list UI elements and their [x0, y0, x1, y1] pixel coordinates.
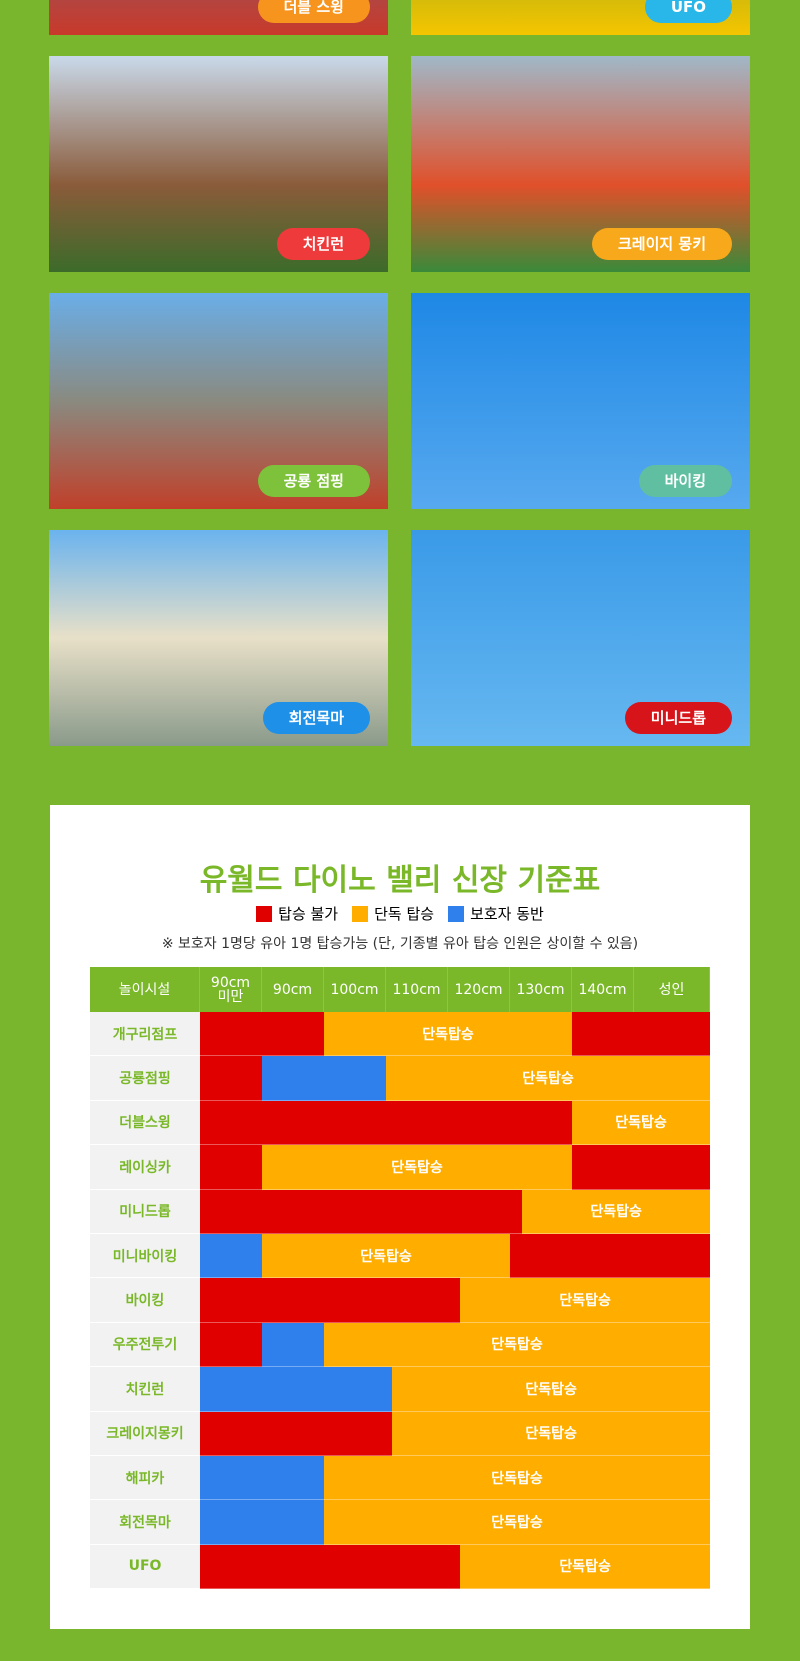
segment-label: 단독탑승 [559, 1293, 611, 1310]
legend-label: 단독 탑승 [374, 905, 435, 923]
height-segment [200, 1278, 461, 1323]
height-segment: 단독탑승 [386, 1056, 710, 1101]
height-segment: 단독탑승 [324, 1456, 710, 1501]
segment-label: 단독탑승 [522, 1071, 574, 1088]
segment-label: 단독탑승 [525, 1381, 577, 1398]
segment-label: 단독탑승 [491, 1470, 543, 1487]
height-segment [200, 1100, 572, 1146]
height-segment [200, 1544, 461, 1590]
height-segment: 단독탑승 [324, 1322, 710, 1368]
header-cell: 110cm [386, 967, 448, 1012]
photo: 미니드롭 [411, 530, 750, 746]
header-cell: 120cm [448, 967, 510, 1012]
segment-label: 단독탑승 [615, 1115, 667, 1132]
ride-name: 더블스윙 [90, 1100, 200, 1146]
photo: 공룡 점핑 [49, 293, 388, 509]
height-segment [572, 1012, 710, 1057]
photo: UFO [411, 0, 750, 35]
legend: 탑승 불가 단독 탑승 보호자 동반 [50, 903, 750, 924]
photo: 회전목마 [49, 530, 388, 746]
ride-name: 미니드롭 [90, 1189, 200, 1234]
height-segment [200, 1411, 393, 1456]
header-cell: 140cm [572, 967, 634, 1012]
height-segment: 단독탑승 [392, 1367, 710, 1412]
height-segment [200, 1234, 262, 1279]
header-cell: 성인 [634, 967, 710, 1012]
ride-name: 바이킹 [90, 1278, 200, 1323]
height-table: 놀이시설 90cm 미만 90cm 100cm 110cm 120cm 130cm 140cm… [90, 967, 710, 1590]
photo: 바이킹 [411, 293, 750, 509]
height-segment: 단독탑승 [522, 1189, 710, 1234]
ride-name: 크레이지몽키 [90, 1411, 200, 1456]
height-chart-card: 유월드 다이노 밸리 신장 기준표 탑승 불가 단독 탑승 보호자 동반 ※ 보호자… [50, 805, 750, 1629]
height-segment [510, 1234, 710, 1279]
segment-label: 단독탑승 [525, 1426, 577, 1443]
legend-item: 탑승 불가 [256, 903, 338, 924]
legend-label: 보호자 동반 [470, 905, 544, 923]
photo-label: 크레이지 몽키 [591, 228, 732, 260]
note: ※ 보호자 1명당 유아 1명 탑승가능 (단, 기종별 유아 탑승 인원은 상… [161, 936, 639, 952]
ride-name: 미니바이킹 [90, 1234, 200, 1279]
ride-name: UFO [90, 1544, 200, 1590]
legend-swatch [448, 905, 465, 922]
photo-label: UFO [644, 0, 732, 23]
ride-name: 회전목마 [90, 1500, 200, 1545]
height-segment: 단독탑승 [262, 1145, 572, 1190]
photo: 더블 스윙 [49, 0, 388, 35]
ride-name: 우주전투기 [90, 1322, 200, 1368]
height-segment [200, 1189, 523, 1234]
legend-label: 탑승 불가 [278, 905, 339, 923]
ride-name: 해피카 [90, 1456, 200, 1501]
photo-label: 미니드롭 [624, 702, 732, 734]
height-segment: 단독탑승 [324, 1500, 710, 1545]
photo-label: 회전목마 [262, 702, 370, 734]
header-cell: 100cm [324, 967, 386, 1012]
photo-label: 더블 스윙 [257, 0, 370, 23]
height-segment [200, 1056, 262, 1101]
height-segment: 단독탑승 [460, 1278, 710, 1323]
height-segment: 단독탑승 [572, 1100, 710, 1146]
segment-label: 단독탑승 [491, 1337, 543, 1354]
legend-swatch [352, 905, 369, 922]
ride-name: 공룡점핑 [90, 1056, 200, 1101]
segment-label: 단독탑승 [422, 1026, 474, 1043]
header-cell: 90cm [262, 967, 324, 1012]
height-segment: 단독탑승 [392, 1411, 710, 1456]
photo-label: 바이킹 [638, 465, 732, 497]
segment-label: 단독탑승 [590, 1204, 642, 1221]
height-segment: 단독탑승 [460, 1544, 710, 1590]
height-segment [200, 1456, 324, 1501]
photo-label: 공룡 점핑 [257, 465, 370, 497]
legend-item: 보호자 동반 [448, 903, 544, 924]
photo: 크레이지 몽키 [411, 56, 750, 272]
photo-label: 치킨런 [276, 228, 370, 260]
header-cell: 130cm [510, 967, 572, 1012]
segment-label: 단독탑승 [491, 1515, 543, 1532]
height-segment [200, 1367, 393, 1412]
ride-name: 개구리점프 [90, 1012, 200, 1057]
legend-swatch [256, 905, 273, 922]
height-segment [572, 1145, 710, 1190]
chart-title: 유월드 다이노 밸리 신장 기준표 [199, 863, 601, 898]
height-segment [200, 1322, 262, 1368]
legend-item: 단독 탑승 [352, 903, 434, 924]
header-cell: 놀이시설 [90, 967, 200, 1012]
height-segment: 단독탑승 [262, 1234, 510, 1279]
segment-label: 단독탑승 [559, 1559, 611, 1576]
header-cell: 90cm 미만 [200, 967, 262, 1012]
photo: 치킨런 [49, 56, 388, 272]
height-segment: 단독탑승 [324, 1012, 572, 1057]
height-segment [262, 1322, 324, 1368]
height-segment [200, 1012, 324, 1057]
height-segment [200, 1500, 324, 1545]
ride-name: 치킨런 [90, 1367, 200, 1412]
segment-label: 단독탑승 [391, 1159, 443, 1176]
ride-name: 레이싱카 [90, 1145, 200, 1190]
segment-label: 단독탑승 [360, 1248, 412, 1265]
height-segment [200, 1145, 262, 1190]
height-segment [262, 1056, 386, 1101]
